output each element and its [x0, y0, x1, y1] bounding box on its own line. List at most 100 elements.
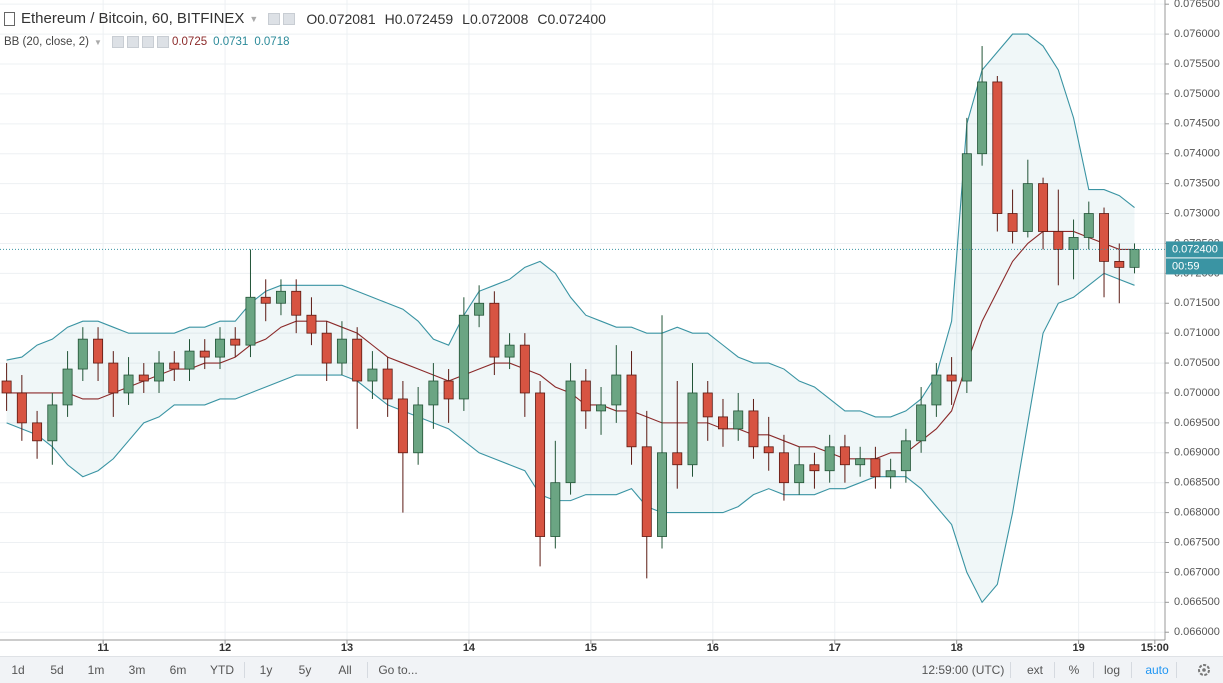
- candle-body: [794, 464, 805, 484]
- icon[interactable]: [126, 36, 139, 48]
- scale-button[interactable]: auto: [1145, 663, 1169, 677]
- y-tick-label: 0.074000: [1174, 148, 1220, 160]
- candle-body: [672, 452, 683, 466]
- candle-body: [245, 296, 256, 346]
- indicator-values: 0.0725 0.0731 0.0718: [172, 36, 290, 48]
- ohlc: O 0.072081 H 0.072459 L 0.072008 C 0.072400: [306, 11, 606, 27]
- candle-body: [702, 392, 713, 418]
- candle-body: [977, 81, 988, 155]
- icon[interactable]: [141, 36, 154, 48]
- scale-button[interactable]: ext: [1026, 663, 1044, 677]
- candle-body: [916, 404, 927, 442]
- candle-body: [809, 464, 820, 472]
- candle-body: [565, 380, 576, 484]
- ohlc-value: 0.072008: [469, 10, 529, 27]
- separator: [1010, 662, 1011, 678]
- range-button[interactable]: 1m: [87, 663, 105, 677]
- y-tick-label: 0.075000: [1174, 88, 1220, 100]
- x-tick-label: 18: [951, 642, 963, 654]
- range-button[interactable]: All: [338, 663, 352, 677]
- icon[interactable]: [156, 36, 169, 48]
- candle-body: [413, 404, 424, 454]
- candle-body: [1129, 249, 1140, 268]
- separator: [367, 662, 368, 678]
- separator: [1131, 662, 1132, 678]
- candle-body: [839, 446, 850, 466]
- countdown-box: [1166, 258, 1223, 275]
- candle-body: [687, 392, 698, 466]
- gear-hub: [1202, 668, 1206, 672]
- y-tick-label: 0.071500: [1174, 297, 1220, 309]
- candle-body: [367, 368, 378, 382]
- candle-body: [260, 296, 271, 304]
- ohlc-key: O: [306, 10, 318, 27]
- settings-gear[interactable]: [1196, 662, 1212, 678]
- candle-body: [870, 458, 881, 478]
- range-button[interactable]: Go to...: [378, 663, 418, 677]
- separator: [1054, 662, 1055, 678]
- ohlc-key: C: [537, 10, 548, 27]
- icon[interactable]: [283, 12, 296, 25]
- candle-body: [123, 374, 134, 394]
- range-button[interactable]: 5y: [298, 663, 312, 677]
- candle-body: [336, 338, 347, 364]
- candle-body: [154, 362, 164, 382]
- x-tick-label: 12: [219, 642, 231, 654]
- x-tick-label: 13: [341, 642, 353, 654]
- range-button[interactable]: 3m: [128, 663, 146, 677]
- range-button[interactable]: 1y: [259, 663, 273, 677]
- candle-body: [62, 368, 73, 406]
- range-button[interactable]: 5d: [50, 663, 64, 677]
- y-tick-label: 0.071000: [1174, 327, 1220, 339]
- range-button[interactable]: 6m: [169, 663, 187, 677]
- scale-button[interactable]: %: [1068, 663, 1080, 677]
- ohlc-value: 0.072459: [394, 10, 454, 27]
- y-tick-label: 0.068500: [1174, 477, 1220, 489]
- candle-body: [382, 368, 393, 400]
- indicator-value: 0.0731: [213, 36, 249, 48]
- background: [0, 0, 1223, 656]
- candle-body: [778, 452, 789, 484]
- candle-body: [275, 290, 286, 304]
- candle-body: [900, 440, 911, 472]
- candle-body: [1038, 183, 1049, 232]
- x-tick-label: 11: [97, 642, 109, 654]
- ohlc-key: L: [462, 10, 470, 27]
- candle-body: [443, 380, 454, 400]
- y-tick-label: 0.073000: [1174, 207, 1220, 219]
- x-tick-label: 17: [829, 642, 841, 654]
- dropdown-caret[interactable]: ▼: [94, 37, 102, 47]
- clock: 12:59:00 (UTC): [921, 663, 1005, 677]
- candle-body: [1083, 213, 1094, 238]
- scale-button[interactable]: log: [1103, 663, 1121, 677]
- candle-body: [16, 392, 27, 424]
- dropdown-caret[interactable]: ▼: [249, 13, 259, 24]
- candle-body: [626, 374, 637, 448]
- y-tick-label: 0.069500: [1174, 417, 1220, 429]
- chart-style-icon[interactable]: [4, 11, 15, 26]
- candle-body: [961, 153, 972, 382]
- candle-body: [489, 302, 500, 358]
- icon[interactable]: [111, 36, 124, 48]
- range-button[interactable]: 1d: [11, 663, 25, 677]
- candle-body: [657, 452, 667, 537]
- y-tick-label: 0.070500: [1174, 357, 1220, 369]
- candle-body: [458, 314, 469, 400]
- y-tick-label: 0.076500: [1174, 0, 1220, 10]
- candle-body: [306, 314, 317, 334]
- candle-body: [47, 404, 58, 442]
- x-tick-label: 19: [1073, 642, 1085, 654]
- candle-body: [321, 332, 332, 364]
- range-button[interactable]: YTD: [210, 663, 234, 677]
- icon[interactable]: [268, 12, 281, 25]
- symbol-legend: Ethereum / Bitcoin, 60, BITFINEX ▼ O 0.07…: [4, 10, 606, 27]
- y-tick-label: 0.075500: [1174, 58, 1220, 70]
- band-line: [6, 272, 1135, 604]
- y-tick-label: 0.073500: [1174, 178, 1220, 190]
- candle-body: [1007, 213, 1018, 232]
- candle-body: [215, 338, 225, 358]
- y-tick-label: 0.066500: [1174, 596, 1220, 608]
- candle-body: [519, 344, 530, 394]
- band-fill: [6, 34, 1135, 603]
- candle-body: [397, 398, 408, 454]
